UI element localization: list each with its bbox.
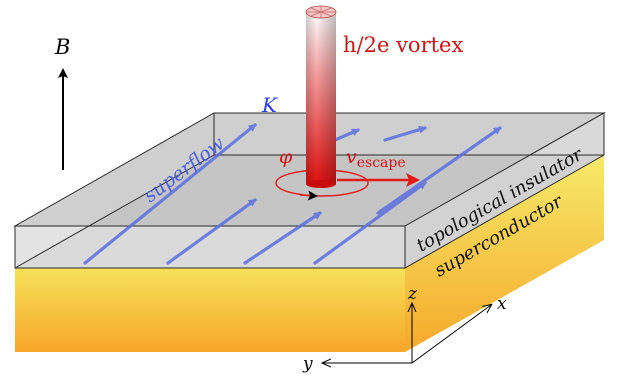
superflow-arrow-2 xyxy=(166,198,257,265)
phase-label: φ xyxy=(279,146,293,168)
axis-z-label: z xyxy=(407,284,418,304)
superflow-arrow-4 xyxy=(313,181,427,265)
coordinate-axes xyxy=(323,304,491,363)
superflow-arrows xyxy=(83,123,502,265)
superflow-arrow-7 xyxy=(333,128,360,142)
vortex-bottom-cap xyxy=(306,180,336,188)
phase-winding-arrow xyxy=(299,190,318,201)
axis-y-label: y xyxy=(302,354,313,374)
axis-x-line xyxy=(411,305,491,364)
vortex-cylinder xyxy=(305,5,337,188)
superflow-arrow-3 xyxy=(243,211,322,265)
vortex-shading xyxy=(306,12,336,184)
superconductor-side-face xyxy=(405,155,604,352)
vortex-top-hatch xyxy=(306,6,336,18)
axis-x-label: x xyxy=(497,294,507,314)
superflow-arrow-5 xyxy=(376,126,502,215)
superconductor-slab xyxy=(15,155,604,352)
ti-left-bottom-edge xyxy=(14,154,215,269)
current-density-label: K xyxy=(261,93,278,117)
vortex-label: h/2e vortex xyxy=(343,33,463,57)
escape-velocity-subscript: escape xyxy=(357,155,406,171)
superflow-arrow-6 xyxy=(383,125,427,142)
escape-velocity-symbol: v xyxy=(346,146,357,168)
b-field-label: B xyxy=(54,35,70,59)
superconductor-front-face xyxy=(15,268,405,352)
superflow-arrow-1 xyxy=(83,123,257,265)
escape-velocity-label: vescape xyxy=(346,146,406,171)
topological-insulator-slab xyxy=(13,112,606,269)
